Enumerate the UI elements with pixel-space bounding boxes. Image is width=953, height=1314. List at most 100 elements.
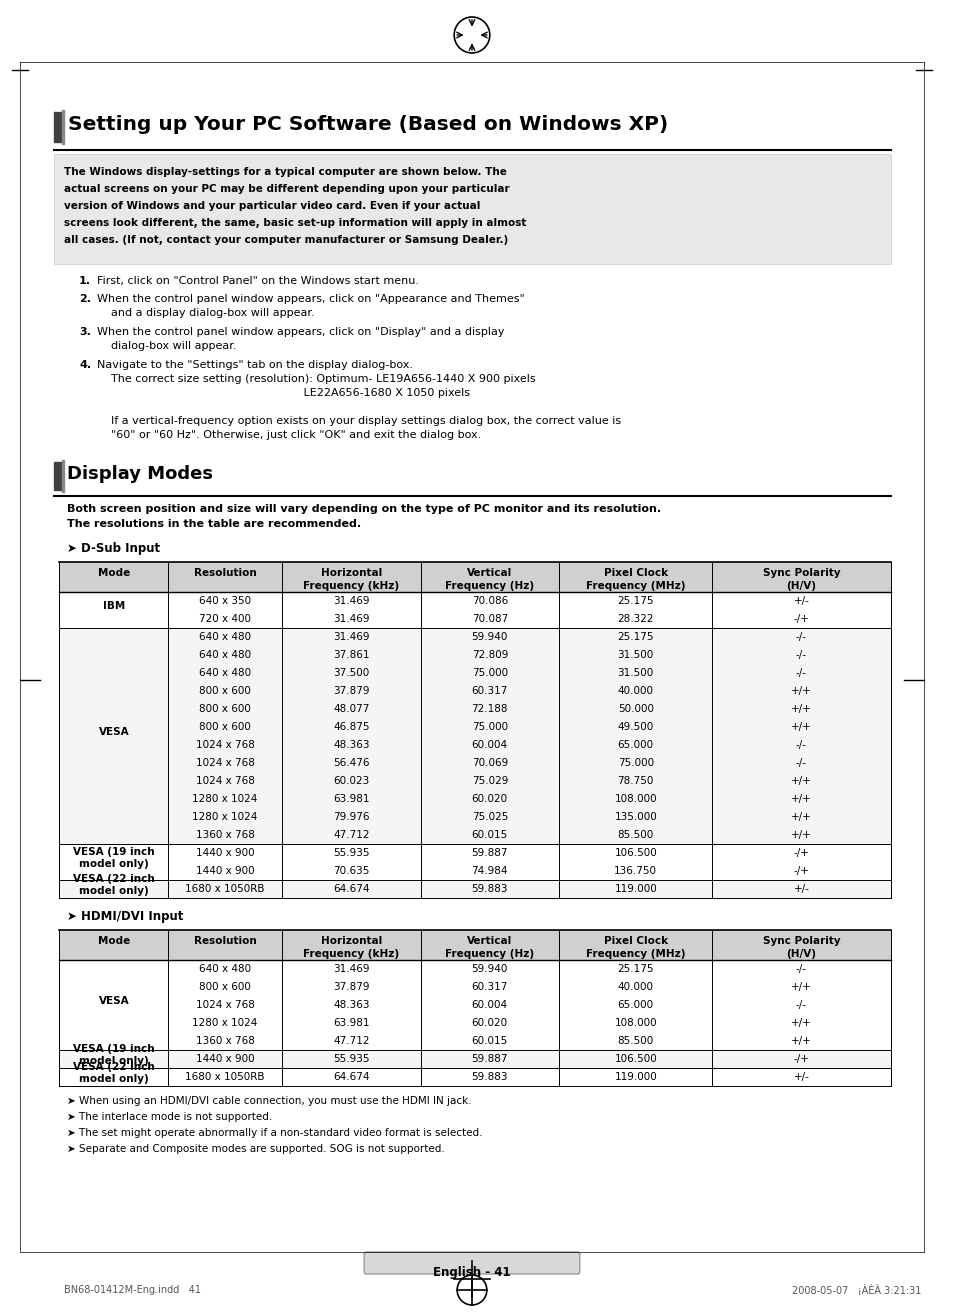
Text: 1280 x 1024: 1280 x 1024: [193, 812, 257, 823]
Text: 70.635: 70.635: [333, 866, 369, 876]
Text: 60.020: 60.020: [471, 1018, 507, 1028]
Text: 59.887: 59.887: [471, 1054, 508, 1064]
Text: 106.500: 106.500: [614, 1054, 657, 1064]
Text: 78.750: 78.750: [617, 777, 653, 786]
Text: ➤ HDMI/DVI Input: ➤ HDMI/DVI Input: [68, 911, 184, 922]
Text: Horizontal: Horizontal: [320, 936, 381, 946]
Text: 1440 x 900: 1440 x 900: [195, 866, 254, 876]
Text: 37.879: 37.879: [333, 686, 369, 696]
Text: 31.469: 31.469: [333, 614, 369, 624]
Text: -/-: -/-: [795, 632, 806, 643]
Text: The resolutions in the table are recommended.: The resolutions in the table are recomme…: [68, 519, 361, 530]
Bar: [59, 930, 889, 961]
Text: -/+: -/+: [793, 848, 808, 858]
Text: ➤ The interlace mode is not supported.: ➤ The interlace mode is not supported.: [68, 1112, 273, 1122]
Text: (H/V): (H/V): [785, 949, 816, 959]
Text: 640 x 480: 640 x 480: [199, 650, 251, 660]
Text: 1280 x 1024: 1280 x 1024: [193, 794, 257, 804]
Text: Display Modes: Display Modes: [68, 465, 213, 484]
Text: (H/V): (H/V): [785, 581, 816, 591]
Text: 55.935: 55.935: [333, 1054, 369, 1064]
Text: VESA: VESA: [98, 727, 129, 737]
Text: +/-: +/-: [793, 597, 808, 606]
Text: 720 x 400: 720 x 400: [199, 614, 251, 624]
Text: LE22A656-1680 X 1050 pixels: LE22A656-1680 X 1050 pixels: [97, 388, 470, 398]
Text: 47.712: 47.712: [333, 1035, 369, 1046]
Text: 640 x 480: 640 x 480: [199, 964, 251, 974]
Text: version of Windows and your particular video card. Even if your actual: version of Windows and your particular v…: [64, 201, 480, 212]
Text: +/-: +/-: [793, 884, 808, 894]
Text: 75.000: 75.000: [471, 721, 507, 732]
Text: +/+: +/+: [790, 1035, 811, 1046]
Text: 60.004: 60.004: [471, 1000, 507, 1010]
Text: +/+: +/+: [790, 812, 811, 823]
Bar: [59, 593, 889, 628]
Text: +/+: +/+: [790, 794, 811, 804]
Text: English - 41: English - 41: [433, 1265, 510, 1279]
Text: +/+: +/+: [790, 777, 811, 786]
Text: dialog-box will appear.: dialog-box will appear.: [97, 342, 236, 351]
Text: Resolution: Resolution: [193, 936, 256, 946]
Bar: [54, 154, 889, 264]
Text: 60.015: 60.015: [471, 830, 507, 840]
Text: Pixel Clock: Pixel Clock: [603, 568, 667, 578]
Text: VESA (22 inch: VESA (22 inch: [72, 874, 154, 884]
Text: 31.500: 31.500: [617, 650, 653, 660]
Text: +/+: +/+: [790, 704, 811, 714]
Text: VESA (22 inch: VESA (22 inch: [72, 1062, 154, 1072]
Text: 85.500: 85.500: [617, 830, 653, 840]
Text: model only): model only): [79, 859, 149, 869]
Text: When the control panel window appears, click on "Display" and a display: When the control panel window appears, c…: [97, 327, 504, 336]
Text: 2.: 2.: [79, 294, 91, 304]
Text: -/+: -/+: [793, 866, 808, 876]
Text: 59.940: 59.940: [471, 632, 507, 643]
Text: If a vertical-frequency option exists on your display settings dialog box, the c: If a vertical-frequency option exists on…: [97, 417, 620, 426]
Text: Vertical: Vertical: [467, 568, 512, 578]
Text: 1024 x 768: 1024 x 768: [195, 758, 254, 767]
Text: 640 x 480: 640 x 480: [199, 668, 251, 678]
Text: +/+: +/+: [790, 686, 811, 696]
Text: First, click on "Control Panel" on the Windows start menu.: First, click on "Control Panel" on the W…: [97, 276, 418, 286]
Text: 1280 x 1024: 1280 x 1024: [193, 1018, 257, 1028]
Bar: [59, 844, 889, 880]
Text: 1440 x 900: 1440 x 900: [195, 848, 254, 858]
Text: The Windows display-settings for a typical computer are shown below. The: The Windows display-settings for a typic…: [64, 167, 507, 177]
Text: 31.500: 31.500: [617, 668, 653, 678]
Text: Frequency (MHz): Frequency (MHz): [585, 949, 685, 959]
Text: Navigate to the "Settings" tab on the display dialog-box.: Navigate to the "Settings" tab on the di…: [97, 360, 413, 371]
Text: 108.000: 108.000: [614, 794, 657, 804]
Text: 60.015: 60.015: [471, 1035, 507, 1046]
Text: 800 x 600: 800 x 600: [199, 721, 251, 732]
Text: 70.087: 70.087: [471, 614, 507, 624]
Text: Frequency (MHz): Frequency (MHz): [585, 581, 685, 591]
Text: 135.000: 135.000: [614, 812, 657, 823]
Text: +/+: +/+: [790, 1018, 811, 1028]
Text: 1024 x 768: 1024 x 768: [195, 1000, 254, 1010]
Text: 48.363: 48.363: [333, 740, 369, 750]
Text: 72.809: 72.809: [471, 650, 507, 660]
Text: 37.861: 37.861: [333, 650, 369, 660]
Text: 31.469: 31.469: [333, 597, 369, 606]
Text: 63.981: 63.981: [333, 1018, 369, 1028]
Text: -/-: -/-: [795, 964, 806, 974]
Text: 59.887: 59.887: [471, 848, 508, 858]
Bar: [54, 463, 62, 490]
Bar: [59, 628, 889, 844]
Text: 1360 x 768: 1360 x 768: [195, 1035, 254, 1046]
Text: Sync Polarity: Sync Polarity: [761, 936, 840, 946]
Text: Frequency (kHz): Frequency (kHz): [303, 949, 399, 959]
Bar: [54, 112, 62, 142]
FancyBboxPatch shape: [364, 1252, 579, 1275]
Text: 72.188: 72.188: [471, 704, 508, 714]
Text: +/+: +/+: [790, 830, 811, 840]
Text: 65.000: 65.000: [617, 1000, 653, 1010]
Text: Frequency (Hz): Frequency (Hz): [445, 949, 534, 959]
Text: 106.500: 106.500: [614, 848, 657, 858]
Text: 56.476: 56.476: [333, 758, 369, 767]
Text: When the control panel window appears, click on "Appearance and Themes": When the control panel window appears, c…: [97, 294, 524, 304]
Text: 640 x 480: 640 x 480: [199, 632, 251, 643]
Bar: [62, 460, 64, 491]
Text: Vertical: Vertical: [467, 936, 512, 946]
Bar: [59, 961, 889, 1050]
Text: Resolution: Resolution: [193, 568, 256, 578]
